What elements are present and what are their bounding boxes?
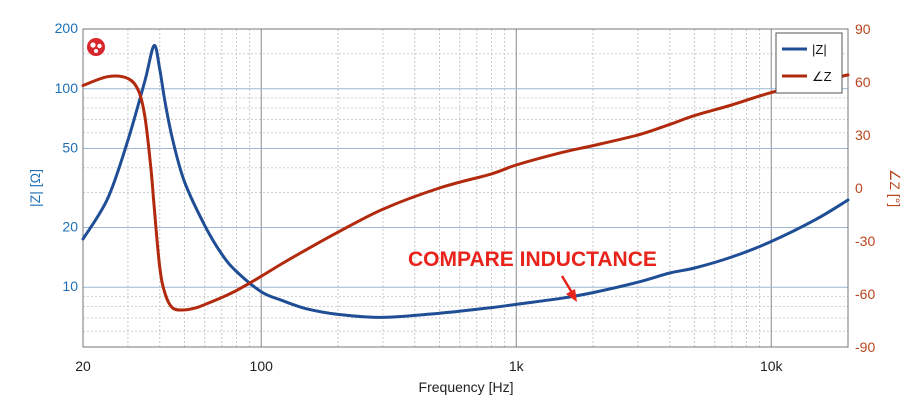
x-axis-ticks: 20 100 1k 10k [75,358,783,374]
left-axis-label: |Z| [Ω] [27,169,43,207]
right-tick-label: -60 [855,286,875,302]
left-tick-label: 50 [62,140,78,156]
right-axis-label: ∠Z [°] [887,169,903,207]
phase-series-line [81,73,850,312]
x-axis-label: Frequency [Hz] [419,379,514,395]
x-tick-label: 20 [75,358,91,374]
right-tick-label: 60 [855,74,871,90]
right-tick-label: 90 [855,21,871,37]
major-gridlines [83,28,848,347]
annotation-text: COMPARE INDUCTANCE [408,248,657,271]
right-tick-label: 30 [855,127,871,143]
legend-box [775,32,843,94]
annotation-arrow-head [566,289,577,302]
plot-frame [82,28,849,348]
x-tick-label: 1k [509,358,525,374]
left-tick-label: 10 [62,278,78,294]
left-tick-label: 100 [55,80,79,96]
x-tick-label: 10k [760,358,784,374]
legend-label-impedance: |Z| [812,42,827,57]
series-layer [81,44,850,319]
legend: |Z| ∠Z [775,32,843,94]
right-tick-label: -30 [855,233,875,249]
right-axis-ticks: 90 60 30 0 -30 -60 -90 [855,21,875,355]
impedance-series-line [81,44,850,319]
annotation: COMPARE INDUCTANCE [408,248,657,302]
brand-logo-icon [87,38,105,56]
left-axis-ticks: 200 100 50 20 10 [55,20,79,294]
right-tick-label: -90 [855,339,875,355]
left-tick-label: 200 [55,20,79,36]
x-tick-label: 100 [250,358,274,374]
minor-gridlines [83,29,848,347]
left-tick-label: 20 [62,218,78,234]
legend-label-phase: ∠Z [812,69,832,84]
right-tick-label: 0 [855,180,863,196]
